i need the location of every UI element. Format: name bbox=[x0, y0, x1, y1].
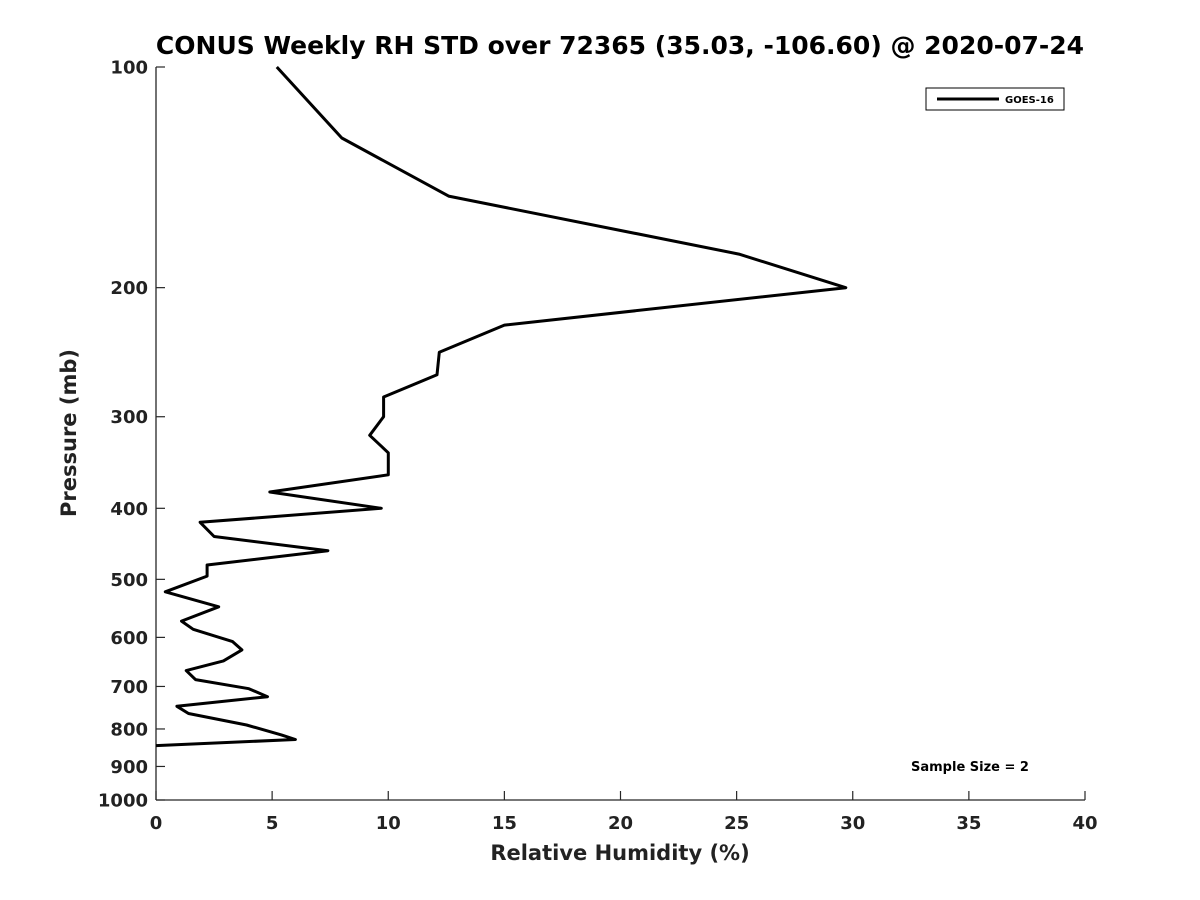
legend: GOES-16 bbox=[925, 87, 1065, 111]
y-axis-label: Pressure (mb) bbox=[57, 349, 81, 517]
x-tick-label: 15 bbox=[492, 813, 517, 834]
y-tick-label: 700 bbox=[110, 677, 148, 698]
chart-title: CONUS Weekly RH STD over 72365 (35.03, -… bbox=[156, 31, 1084, 60]
x-axis-label: Relative Humidity (%) bbox=[490, 841, 749, 865]
y-tick-label: 300 bbox=[110, 407, 148, 428]
x-tick-label: 5 bbox=[266, 813, 279, 834]
axes bbox=[155, 67, 1085, 801]
y-tick-label: 900 bbox=[110, 757, 148, 778]
series-group bbox=[155, 65, 848, 748]
y-tick-label: 100 bbox=[110, 58, 148, 79]
x-tick-label: 25 bbox=[724, 813, 749, 834]
y-tick-label: 800 bbox=[110, 719, 148, 740]
x-tick-label: 20 bbox=[608, 813, 633, 834]
y-tick-label: 600 bbox=[110, 628, 148, 649]
sample-size-annotation: Sample Size = 2 bbox=[911, 760, 1029, 775]
x-tick-label: 0 bbox=[150, 813, 163, 834]
x-tick-label: 30 bbox=[840, 813, 865, 834]
y-axis-ticks: 100 200 300 400 500 600 700 800 900 1000 bbox=[98, 58, 165, 812]
y-tick-label: 1000 bbox=[98, 791, 148, 812]
legend-label-goes-16: GOES-16 bbox=[1005, 95, 1054, 106]
y-tick-label: 500 bbox=[110, 570, 148, 591]
x-tick-label: 35 bbox=[956, 813, 981, 834]
x-axis-ticks: 0 5 10 15 20 25 30 35 40 bbox=[150, 791, 1098, 834]
y-tick-label: 400 bbox=[110, 499, 148, 520]
series-line-goes-16 bbox=[155, 65, 848, 748]
y-tick-label: 200 bbox=[110, 278, 148, 299]
x-tick-label: 40 bbox=[1072, 813, 1097, 834]
x-tick-label: 10 bbox=[376, 813, 401, 834]
